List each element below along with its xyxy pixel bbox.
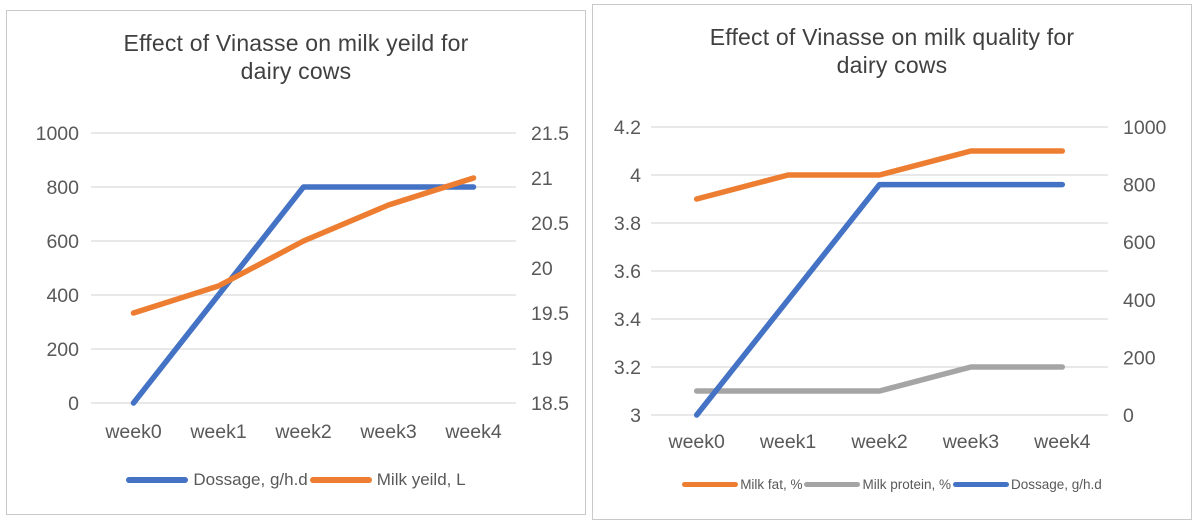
x-axis-category-label: week0 <box>104 421 162 443</box>
right-axis-tick-label: 0 <box>1123 405 1134 427</box>
chart-panel-milk-quality[interactable]: Effect of Vinasse on milk quality for da… <box>592 4 1192 520</box>
left-axis-tick-label: 1000 <box>36 123 80 145</box>
legend-swatch <box>126 477 189 483</box>
right-axis-tick-label: 19 <box>531 348 553 370</box>
right-axis-tick-label: 20.5 <box>531 213 569 235</box>
legend-label: Milk yeild, L <box>376 470 466 489</box>
left-axis-tick-label: 800 <box>46 177 79 199</box>
right-axis-tick-label: 800 <box>1123 175 1156 197</box>
legend-swatch <box>309 477 372 483</box>
milk-yield-legend: Dossage, g/h.d Milk yeild, L <box>7 470 585 490</box>
left-axis-tick-label: 0 <box>68 393 79 415</box>
legend-label: Milk fat, % <box>740 477 803 492</box>
x-axis-category-label: week2 <box>850 431 907 453</box>
left-axis-tick-label: 4 <box>630 165 641 187</box>
x-axis-category-label: week3 <box>359 421 416 443</box>
x-axis-category-label: week3 <box>942 431 999 453</box>
left-axis-tick-label: 3 <box>630 405 641 427</box>
legend-swatch <box>952 481 1009 488</box>
left-axis-tick-label: 3.2 <box>614 357 641 379</box>
right-axis-tick-label: 21.5 <box>531 123 569 145</box>
x-axis-category-label: week2 <box>274 421 331 443</box>
x-axis-category-label: week0 <box>668 431 726 453</box>
legend-label: Dossage, g/h.d <box>193 470 308 489</box>
legend-item: Milk protein, % <box>804 477 951 492</box>
legend-swatch <box>804 481 861 488</box>
legend-label: Milk protein, % <box>862 477 951 492</box>
chart-title-line: Effect of Vinasse on milk yeild for <box>123 30 469 56</box>
legend-item: Dossage, g/h.d <box>952 477 1102 492</box>
right-axis-tick-label: 19.5 <box>531 303 569 325</box>
right-axis-tick-label: 400 <box>1123 290 1156 312</box>
x-axis-category-label: week1 <box>189 421 246 443</box>
milk-quality-legend: Milk fat, % Milk protein, % Dossage, g/h.d <box>593 477 1191 492</box>
series-line-dossage-g-h-d <box>693 181 1066 418</box>
right-axis-tick-label: 18.5 <box>531 393 569 415</box>
series-line-dossage-g-h-d <box>130 184 477 406</box>
milk-yield-plot-area: 1000 800 600 400 200 0 21.5 21 20.5 20 19.5 19 18.5 w… <box>36 123 569 443</box>
chart-title-line: dairy cows <box>240 58 352 84</box>
legend-item: Dossage, g/h.d <box>126 470 308 490</box>
x-axis-category-label: week4 <box>1033 431 1091 453</box>
right-axis-tick-label: 20 <box>531 258 553 280</box>
right-axis-tick-label: 1000 <box>1123 117 1167 139</box>
left-axis-tick-label: 3.8 <box>614 213 641 235</box>
milk-quality-plot-area: 4.2 4 3.8 3.6 3.4 3.2 3 1000 800 600 400 200 0 week0 w… <box>614 117 1167 453</box>
legend-swatch <box>682 481 739 488</box>
legend-item: Milk yeild, L <box>309 470 466 490</box>
left-axis-tick-label: 400 <box>46 285 79 307</box>
series-line-milk-yeild-l <box>130 175 477 316</box>
left-axis-tick-label: 3.4 <box>614 309 641 331</box>
right-axis-tick-label: 600 <box>1123 232 1156 254</box>
x-axis-category-label: week4 <box>444 421 502 443</box>
chart-title-line: Effect of Vinasse on milk quality for <box>709 24 1075 50</box>
left-axis-tick-label: 600 <box>46 231 79 253</box>
left-axis-tick-label: 200 <box>46 339 79 361</box>
chart-title-line: dairy cows <box>836 52 948 78</box>
legend-item: Milk fat, % <box>682 477 802 492</box>
left-axis-tick-label: 3.6 <box>614 261 641 283</box>
left-axis-tick-label: 4.2 <box>614 117 641 139</box>
legend-label: Dossage, g/h.d <box>1010 477 1102 492</box>
x-axis-category-label: week1 <box>759 431 816 453</box>
series-line-milk-fat <box>693 148 1066 202</box>
chart-title-milk-yield: Effect of Vinasse on milk yeild for dair… <box>7 11 585 85</box>
chart-panel-milk-yield[interactable]: Effect of Vinasse on milk yeild for dair… <box>6 10 586 515</box>
right-axis-tick-label: 21 <box>531 168 553 190</box>
series-line-milk-protein <box>693 364 1066 394</box>
chart-title-milk-quality: Effect of Vinasse on milk quality for da… <box>593 5 1191 79</box>
right-axis-tick-label: 200 <box>1123 347 1156 369</box>
